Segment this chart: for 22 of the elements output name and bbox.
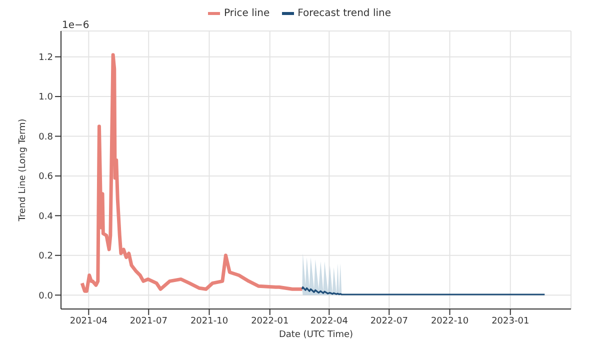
y-tick-label: 0.2	[38, 252, 53, 262]
x-axis-title: Date (UTC Time)	[278, 330, 354, 340]
legend-label: Forecast trend line	[296, 8, 391, 19]
line-series	[301, 286, 546, 296]
y-tick-label: 0.0	[38, 291, 54, 302]
text: 1e−6	[62, 20, 90, 31]
x-tick-label: 2023-01	[492, 316, 530, 326]
x-tick-label: 2021-10	[190, 316, 228, 326]
y-tick-label: 1.0	[38, 92, 54, 103]
x-tick-label: 2022-07	[370, 316, 408, 326]
x-tick-label: 2022-04	[310, 316, 348, 326]
line-series	[80, 53, 304, 293]
y-tick-label: 0.4	[38, 212, 54, 222]
y-tick-label: 0.8	[38, 132, 54, 142]
y-tick-label: 0.6	[38, 172, 54, 182]
legend-label: Price line	[223, 8, 270, 19]
y-tick-label: 1.2	[38, 53, 53, 64]
x-tick-label: 2021-07	[130, 316, 168, 326]
x-tick-label: 2022-01	[251, 316, 289, 326]
x-tick-label: 2021-04	[70, 316, 108, 326]
x-tick-label: 2022-10	[430, 316, 469, 326]
y-axis-title: Trend Line (Long Term)	[18, 118, 28, 222]
